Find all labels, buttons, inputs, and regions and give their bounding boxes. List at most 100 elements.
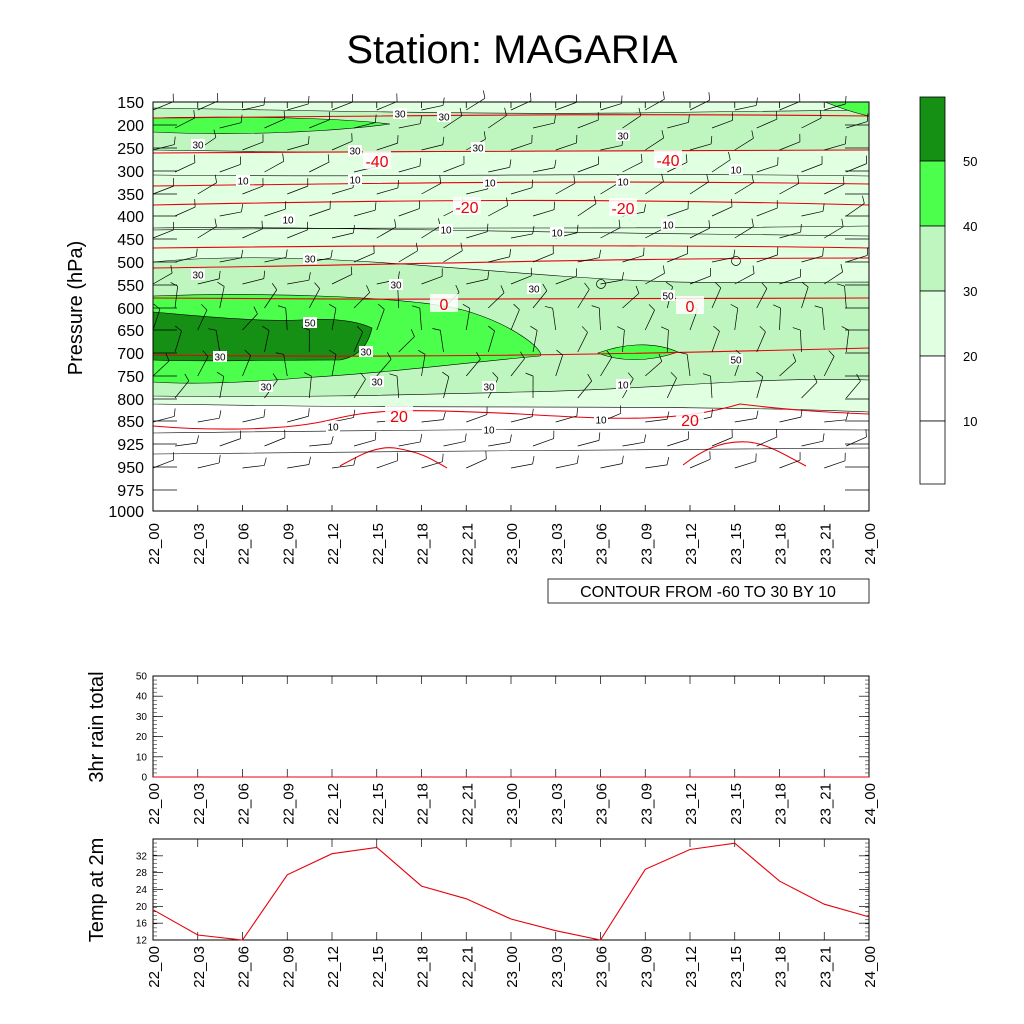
y-tick-label: 20: [136, 732, 148, 743]
wind-barb: [622, 107, 642, 129]
wind-barb: [577, 373, 592, 399]
wind-barb: [432, 328, 444, 353]
fill-contour-label: 30: [349, 147, 361, 158]
x-tick-label: 23_00: [504, 783, 521, 825]
wind-barb: [242, 409, 266, 423]
wind-barb: [689, 268, 711, 285]
wind-barb: [219, 430, 241, 447]
contour-label-box: [303, 317, 317, 328]
temperature-contour-line: [152, 114, 870, 119]
y-tick-label: 250: [117, 141, 144, 158]
temperature-contour-label: 0: [686, 299, 695, 316]
x-tick-label: 23_06: [594, 523, 611, 565]
wind-barb: [734, 265, 755, 285]
wind-barb: [756, 111, 778, 129]
wind-barb: [801, 203, 825, 217]
wind-barb: [309, 436, 334, 447]
wind-barb: [152, 136, 176, 151]
wind-barb: [510, 408, 534, 423]
wind-barb: [216, 371, 225, 399]
temperature-contour-label: 20: [681, 413, 699, 430]
wind-barb: [309, 154, 330, 173]
wind-barb: [462, 303, 471, 331]
wind-barb: [622, 285, 640, 309]
chart-title: Station: MAGARIA: [346, 28, 678, 72]
fill-contour-label: 10: [349, 176, 361, 187]
wind-barb: [242, 220, 263, 239]
x-tick-label: 23_21: [817, 523, 834, 565]
wind-barb: [217, 281, 225, 309]
wind-barb: [443, 107, 463, 129]
wind-barb: [555, 134, 578, 151]
temperature-contour-line: [682, 441, 807, 467]
contour-label-box: [370, 376, 384, 387]
wind-barb: [174, 435, 199, 447]
wind-barb: [702, 373, 713, 399]
wind-barb: [645, 130, 665, 151]
contour-label-box: [609, 198, 637, 216]
x-tick-label: 22_15: [370, 783, 387, 825]
rain-panel: 0 10 20 30 40 50 22_00 22_03 22_06 22_09 22_12 22_1…: [86, 671, 879, 824]
contour-label-box: [729, 164, 743, 175]
contour-label-box: [616, 379, 630, 390]
x-tick-label: 22_21: [459, 946, 476, 988]
fill-contour-label: 10: [551, 229, 563, 240]
temperature-contour-label: -40: [365, 154, 388, 171]
x-tick-label: 23_09: [638, 946, 655, 988]
contour-label-box: [236, 175, 250, 186]
wind-barb: [174, 199, 196, 217]
wind-barb: [577, 156, 599, 173]
wind-barb: [328, 349, 337, 377]
temperature-contour-line: [152, 257, 870, 269]
wind-barb: [779, 93, 801, 111]
wind-barb: [711, 429, 733, 447]
wind-barb: [711, 249, 736, 263]
wind-barb: [645, 265, 665, 285]
contour-label-box: [550, 227, 564, 238]
contour-label-box: [729, 354, 743, 365]
y-tick-label: 925: [117, 437, 144, 454]
wind-barb: [466, 90, 486, 111]
wind-barb: [488, 107, 507, 129]
wind-barb: [824, 95, 847, 111]
plot-frame: [152, 675, 870, 778]
wind-barb: [510, 226, 535, 239]
y-tick-label: 850: [117, 414, 144, 431]
contour-label-box: [661, 290, 675, 301]
colorbar-label: 50: [963, 154, 977, 169]
y-tick-label: 1000: [108, 504, 144, 521]
wind-barb: [841, 326, 850, 353]
wind-barb: [398, 329, 415, 353]
wind-barb: [756, 246, 779, 263]
wind-barb: [814, 305, 825, 331]
wind-barbs: [152, 90, 869, 469]
x-tick-label: 23_12: [683, 783, 700, 825]
wind-barb: [376, 135, 399, 151]
wind-barb: [667, 245, 688, 263]
contour-label-box: [483, 177, 497, 188]
wind-barb: [353, 325, 364, 353]
wind-barb: [264, 153, 285, 173]
wind-barb: [801, 110, 822, 129]
calm-wind-circle: [731, 256, 741, 266]
contour-label-box: [191, 139, 205, 150]
wind-barb: [412, 305, 422, 331]
wind-barb: [577, 112, 599, 129]
contour-label-box: [191, 269, 205, 280]
wind-barb: [421, 268, 443, 285]
contour-label-box: [437, 111, 451, 122]
x-tick-label: 22_09: [280, 783, 297, 825]
x-tick-label: 23_15: [728, 946, 745, 988]
y-tick-label: 200: [117, 118, 144, 135]
contour-label-box: [326, 421, 340, 432]
y-tick-label: 28: [136, 868, 148, 879]
wind-barb: [466, 223, 489, 239]
y-tick-label: 32: [136, 851, 148, 862]
contour-label-box: [471, 142, 485, 153]
wind-barb: [152, 265, 173, 285]
contour-label-box: [348, 145, 362, 156]
temperature-contour-line: [152, 245, 870, 249]
wind-barb: [591, 305, 601, 331]
y-tick-label: 400: [117, 209, 144, 226]
x-tick-label: 22_15: [370, 523, 387, 565]
